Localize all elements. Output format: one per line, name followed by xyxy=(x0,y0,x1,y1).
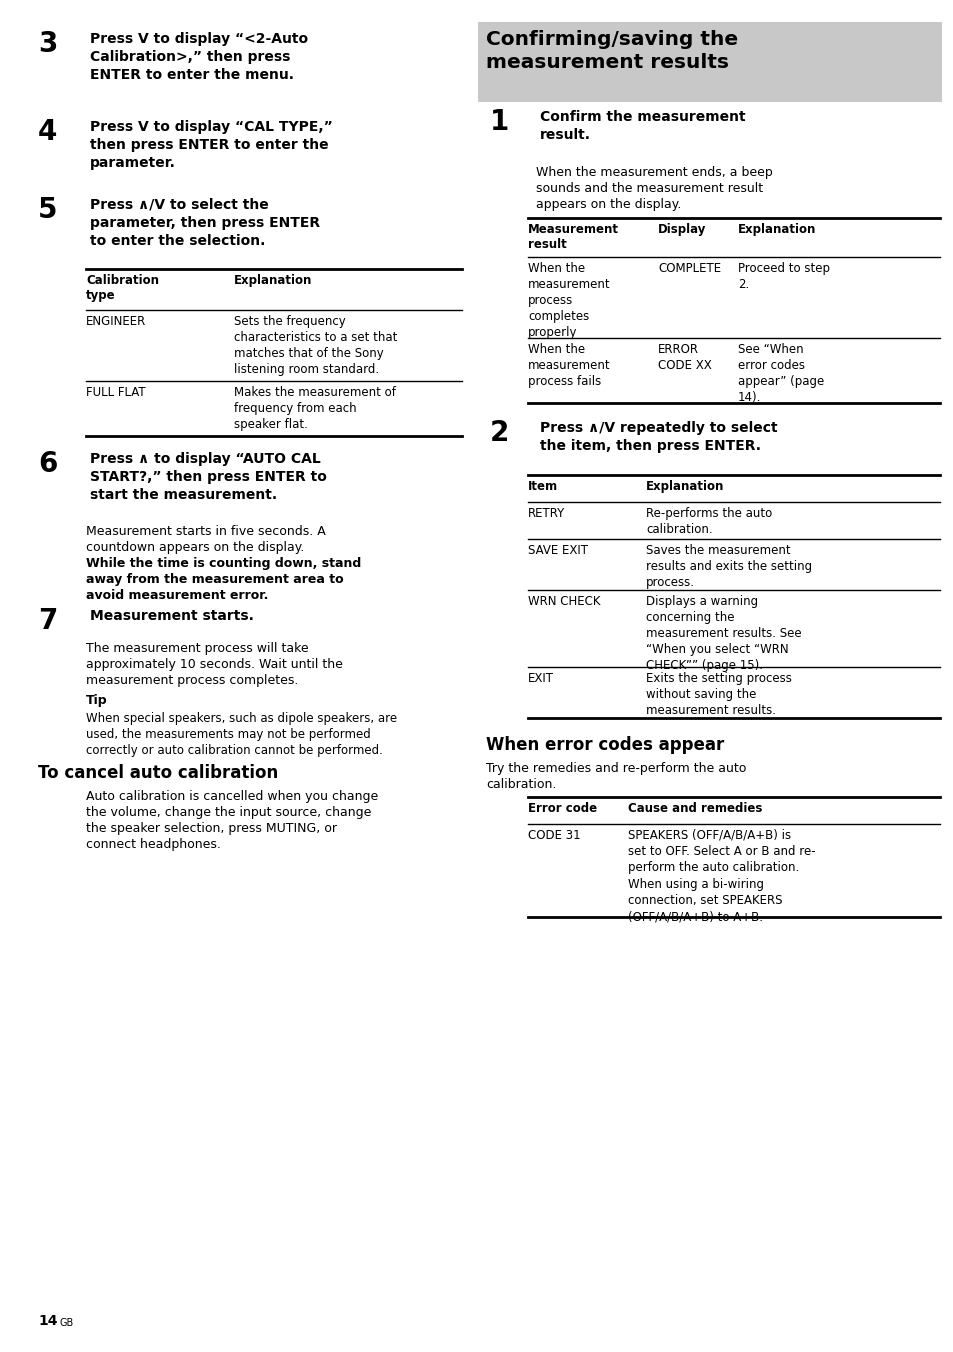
Text: Calibration
type: Calibration type xyxy=(86,274,159,303)
Text: 4: 4 xyxy=(38,118,57,146)
Text: Measurement starts in five seconds. A
countdown appears on the display.: Measurement starts in five seconds. A co… xyxy=(86,525,325,554)
Text: Explanation: Explanation xyxy=(233,274,312,287)
Text: Re-performs the auto
calibration.: Re-performs the auto calibration. xyxy=(645,507,771,535)
Text: When the
measurement
process
completes
properly: When the measurement process completes p… xyxy=(527,262,610,339)
Text: Explanation: Explanation xyxy=(738,223,816,237)
Text: Tip: Tip xyxy=(86,694,108,707)
Text: Exits the setting process
without saving the
measurement results.: Exits the setting process without saving… xyxy=(645,672,791,717)
Text: Display: Display xyxy=(658,223,705,237)
Text: Item: Item xyxy=(527,480,558,493)
Text: SPEAKERS (OFF/A/B/A+B) is
set to OFF. Select A or B and re-
perform the auto cal: SPEAKERS (OFF/A/B/A+B) is set to OFF. Se… xyxy=(627,829,815,923)
Text: 5: 5 xyxy=(38,196,57,224)
Text: RETRY: RETRY xyxy=(527,507,565,521)
Text: Press V to display “<2-Auto
Calibration>,” then press
ENTER to enter the menu.: Press V to display “<2-Auto Calibration>… xyxy=(90,32,308,81)
Text: Measurement
result: Measurement result xyxy=(527,223,618,251)
Text: Press ∧/V repeatedly to select
the item, then press ENTER.: Press ∧/V repeatedly to select the item,… xyxy=(539,420,777,453)
Text: Proceed to step
2.: Proceed to step 2. xyxy=(738,262,829,291)
Text: Press ∧/V to select the
parameter, then press ENTER
to enter the selection.: Press ∧/V to select the parameter, then … xyxy=(90,197,320,247)
Text: Auto calibration is cancelled when you change
the volume, change the input sourc: Auto calibration is cancelled when you c… xyxy=(86,790,377,850)
Text: Explanation: Explanation xyxy=(645,480,723,493)
Text: 3: 3 xyxy=(38,30,57,58)
Text: FULL FLAT: FULL FLAT xyxy=(86,387,146,399)
Text: Makes the measurement of
frequency from each
speaker flat.: Makes the measurement of frequency from … xyxy=(233,387,395,431)
Text: Error code: Error code xyxy=(527,802,597,815)
Text: SAVE EXIT: SAVE EXIT xyxy=(527,544,587,557)
Text: Try the remedies and re-perform the auto
calibration.: Try the remedies and re-perform the auto… xyxy=(485,763,745,791)
Text: EXIT: EXIT xyxy=(527,672,554,685)
Text: GB: GB xyxy=(60,1318,74,1328)
Text: The measurement process will take
approximately 10 seconds. Wait until the
measu: The measurement process will take approx… xyxy=(86,642,342,687)
Text: When the measurement ends, a beep
sounds and the measurement result
appears on t: When the measurement ends, a beep sounds… xyxy=(536,166,772,211)
Text: ENGINEER: ENGINEER xyxy=(86,315,146,329)
Text: Press V to display “CAL TYPE,”
then press ENTER to enter the
parameter.: Press V to display “CAL TYPE,” then pres… xyxy=(90,120,333,170)
Text: Confirm the measurement
result.: Confirm the measurement result. xyxy=(539,110,745,142)
Text: When special speakers, such as dipole speakers, are
used, the measurements may n: When special speakers, such as dipole sp… xyxy=(86,713,396,757)
Text: See “When
error codes
appear” (page
14).: See “When error codes appear” (page 14). xyxy=(738,343,823,404)
Text: While the time is counting down, stand
away from the measurement area to
avoid m: While the time is counting down, stand a… xyxy=(86,557,361,602)
Text: 1: 1 xyxy=(490,108,509,137)
Text: 6: 6 xyxy=(38,450,57,479)
Text: 2: 2 xyxy=(490,419,509,448)
Text: Confirming/saving the
measurement results: Confirming/saving the measurement result… xyxy=(485,30,738,73)
Text: When error codes appear: When error codes appear xyxy=(485,735,723,754)
Text: ERROR
CODE XX: ERROR CODE XX xyxy=(658,343,711,372)
Text: Displays a warning
concerning the
measurement results. See
“When you select “WRN: Displays a warning concerning the measur… xyxy=(645,595,801,672)
Text: Cause and remedies: Cause and remedies xyxy=(627,802,761,815)
Text: To cancel auto calibration: To cancel auto calibration xyxy=(38,764,278,781)
Text: When the
measurement
process fails: When the measurement process fails xyxy=(527,343,610,388)
Text: Saves the measurement
results and exits the setting
process.: Saves the measurement results and exits … xyxy=(645,544,811,589)
Text: 7: 7 xyxy=(38,607,57,635)
Text: 14: 14 xyxy=(38,1314,57,1328)
Text: CODE 31: CODE 31 xyxy=(527,829,580,842)
Bar xyxy=(477,22,941,101)
Text: COMPLETE: COMPLETE xyxy=(658,262,720,274)
Text: Measurement starts.: Measurement starts. xyxy=(90,608,253,623)
Text: Sets the frequency
characteristics to a set that
matches that of the Sony
listen: Sets the frequency characteristics to a … xyxy=(233,315,397,376)
Text: WRN CHECK: WRN CHECK xyxy=(527,595,599,608)
Text: Press ∧ to display “AUTO CAL
START?,” then press ENTER to
start the measurement.: Press ∧ to display “AUTO CAL START?,” th… xyxy=(90,452,327,502)
